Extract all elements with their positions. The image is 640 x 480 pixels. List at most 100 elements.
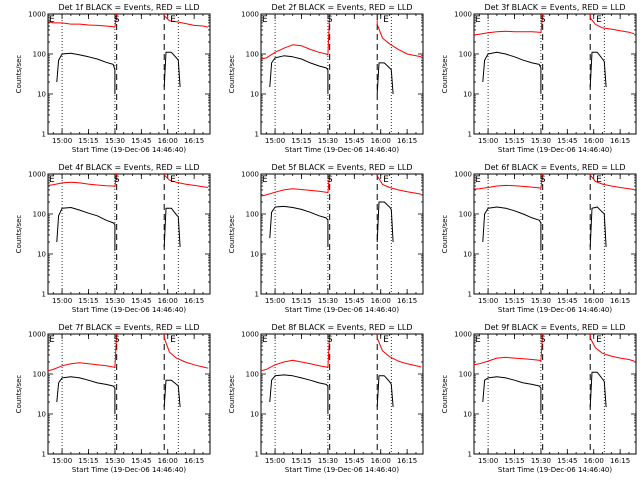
panel-title: Det 8f BLACK = Events, RED = LLD: [271, 323, 412, 332]
y-tick-label: 1: [255, 291, 259, 299]
x-tick-label: 16:15: [610, 137, 630, 145]
y-tick-label: 1: [42, 291, 46, 299]
x-axis-label: Start Time (19-Dec-06 14:46:40): [498, 466, 612, 474]
x-tick-label: 15:00: [52, 297, 72, 305]
event-marker-label: E: [170, 175, 176, 185]
y-axis: 1 10 100 1000: [28, 171, 210, 299]
x-tick-label: 16:00: [584, 137, 604, 145]
panel-det-7f: Det 7f BLACK = Events, RED = LLD 1 10 100 10…: [15, 323, 211, 474]
x-tick-label: 15:15: [504, 137, 524, 145]
plot-frame: [473, 173, 637, 295]
x-tick-label: 16:00: [158, 457, 178, 465]
events-series: [482, 51, 607, 94]
y-tick-label: 100: [246, 51, 259, 59]
y-tick-label: 1: [42, 131, 46, 139]
x-tick-label: 16:00: [158, 297, 178, 305]
event-marker-label: E: [49, 175, 55, 185]
event-marker-label: E: [475, 15, 481, 25]
x-axis-label: Start Time (19-Dec-06 14:46:40): [285, 306, 399, 314]
y-axis: 1 10 100 1000: [28, 11, 210, 139]
lld-line-segment: [260, 13, 331, 60]
plot-frame: [260, 13, 424, 135]
x-tick-label: 15:15: [291, 297, 311, 305]
y-tick-label: 100: [33, 211, 46, 219]
y-tick-label: 10: [463, 411, 472, 419]
plot-frame: [260, 333, 424, 455]
x-tick-label: 16:00: [584, 457, 604, 465]
event-marker-label: E: [49, 15, 55, 25]
start-marker-label: S: [327, 335, 333, 345]
x-tick-label: 16:15: [184, 457, 204, 465]
x-axis-label: Start Time (19-Dec-06 14:46:40): [285, 466, 399, 474]
y-axis-label: Counts/sec: [441, 375, 449, 414]
x-axis: 15:00 15:15 15:30 15:45 16:00 16:15: [265, 14, 417, 145]
y-axis: 1 10 100 1000: [454, 11, 636, 139]
panel-det-9f: Det 9f BLACK = Events, RED = LLD 1 10 100 10…: [441, 323, 637, 474]
x-tick-label: 16:00: [584, 297, 604, 305]
lld-series: [260, 13, 422, 60]
x-tick-label: 15:45: [557, 457, 577, 465]
lld-line-segment: [163, 14, 209, 28]
y-axis-label: Counts/sec: [228, 215, 236, 254]
x-axis: 15:00 15:15 15:30 15:45 16:00 16:15: [478, 174, 630, 305]
plot-frame: [260, 173, 424, 295]
x-tick-label: 15:00: [52, 457, 72, 465]
event-marker-label: E: [262, 335, 268, 345]
plot-frame: [473, 13, 637, 135]
x-tick-label: 16:00: [371, 297, 391, 305]
x-axis: 15:00 15:15 15:30 15:45 16:00 16:15: [52, 334, 204, 465]
lld-series: [47, 333, 209, 372]
y-tick-label: 100: [459, 371, 472, 379]
y-axis-label: Counts/sec: [15, 375, 23, 414]
event-marker-label: E: [596, 335, 602, 345]
plot-frame: [47, 13, 211, 135]
y-tick-label: 100: [33, 371, 46, 379]
event-marker-label: E: [262, 15, 268, 25]
events-line-segment: [376, 201, 394, 243]
events-line-segment: [269, 55, 329, 94]
x-tick-label: 16:15: [184, 297, 204, 305]
y-axis: 1 10 100 1000: [454, 331, 636, 459]
x-tick-label: 15:45: [131, 137, 151, 145]
start-marker-label: S: [114, 175, 120, 185]
x-tick-label: 15:30: [105, 297, 125, 305]
y-tick-label: 100: [246, 371, 259, 379]
plot-frame: [47, 173, 211, 295]
y-axis-label: Counts/sec: [15, 55, 23, 94]
lld-series: [260, 333, 422, 372]
y-tick-label: 100: [33, 51, 46, 59]
event-marker-label: E: [383, 15, 389, 25]
x-tick-label: 16:15: [397, 137, 417, 145]
x-tick-label: 15:45: [131, 297, 151, 305]
x-tick-label: 15:00: [265, 457, 285, 465]
y-tick-label: 100: [459, 51, 472, 59]
y-tick-label: 100: [246, 211, 259, 219]
plot-frame: [47, 333, 211, 455]
lld-line-segment: [163, 174, 209, 188]
x-tick-label: 15:30: [318, 137, 338, 145]
y-tick-label: 1000: [28, 11, 46, 19]
events-line-segment: [163, 207, 181, 248]
lld-line-segment: [589, 14, 635, 35]
lld-line-segment: [47, 13, 118, 28]
x-tick-label: 15:00: [265, 297, 285, 305]
y-axis: 1 10 100 1000: [241, 331, 423, 459]
x-tick-label: 15:30: [105, 137, 125, 145]
y-tick-label: 100: [459, 211, 472, 219]
event-marker-label: E: [49, 335, 55, 345]
lld-line-segment: [47, 173, 118, 187]
y-tick-label: 10: [463, 91, 472, 99]
x-tick-label: 16:15: [397, 457, 417, 465]
event-marker-label: E: [170, 335, 176, 345]
events-series: [482, 371, 607, 414]
panel-title: Det 5f BLACK = Events, RED = LLD: [271, 163, 412, 172]
events-series: [269, 374, 394, 414]
start-marker-label: S: [327, 15, 333, 25]
y-tick-label: 1: [468, 451, 472, 459]
events-line-segment: [482, 51, 542, 94]
panel-title: Det 7f BLACK = Events, RED = LLD: [58, 323, 199, 332]
x-tick-label: 15:00: [478, 297, 498, 305]
x-axis-label: Start Time (19-Dec-06 14:46:40): [72, 466, 186, 474]
event-marker-label: E: [475, 175, 481, 185]
